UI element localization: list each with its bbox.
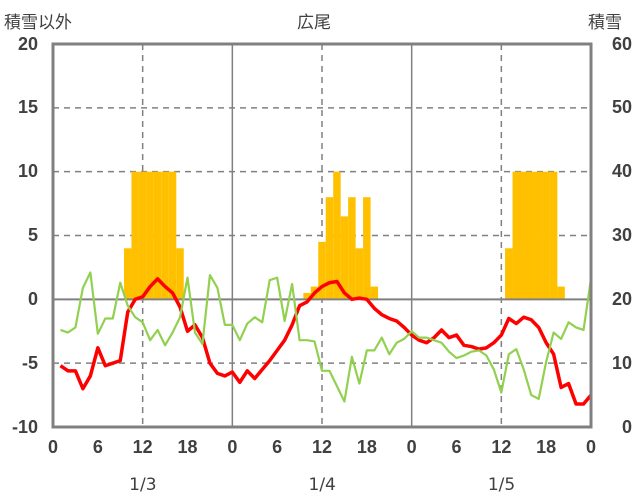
right-tick-label: 50 <box>612 97 633 118</box>
x-tick-label: 0 <box>586 436 597 457</box>
left-axis-label: 積雪以外 <box>4 13 72 33</box>
snow-bar <box>542 171 550 300</box>
snow-bar <box>512 171 521 300</box>
snow-bars <box>123 171 565 300</box>
x-tick-label: 0 <box>48 436 59 457</box>
left-tick-label: -10 <box>12 416 39 437</box>
right-tick-label: 0 <box>622 416 633 437</box>
chart-title: 広尾 <box>297 13 331 33</box>
right-tick-label: 20 <box>612 288 633 309</box>
left-tick-label: 5 <box>28 225 39 245</box>
x-tick-label: 6 <box>451 436 462 457</box>
snow-bar <box>325 197 334 300</box>
day-label: 1/4 <box>308 475 336 495</box>
snow-bar <box>370 286 379 300</box>
x-tick-label: 12 <box>132 436 153 457</box>
snow-bar <box>348 197 356 300</box>
snow-bar <box>138 171 147 300</box>
x-tick-label: 0 <box>406 436 417 457</box>
day-label: 1/5 <box>487 475 516 495</box>
x-tick-label: 12 <box>491 436 512 457</box>
snow-bar <box>168 171 177 300</box>
snow-bar <box>146 171 154 300</box>
day-label: 1/3 <box>129 475 157 495</box>
right-tick-label: 30 <box>612 225 633 245</box>
green-series-line <box>60 271 593 403</box>
snow-bar <box>355 248 364 300</box>
snow-bar <box>123 248 132 300</box>
left-tick-label: -5 <box>22 352 39 373</box>
x-tick-label: 18 <box>356 436 377 457</box>
left-tick-label: 0 <box>28 288 39 309</box>
snow-bar <box>534 171 543 300</box>
x-tick-label: 12 <box>312 436 333 457</box>
snow-bar <box>333 171 341 300</box>
x-tick-label: 0 <box>227 436 238 457</box>
right-axis-label: 積雪 <box>588 13 622 33</box>
snow-bar <box>176 248 184 300</box>
plot-frame <box>51 42 593 429</box>
snow-bar <box>318 241 326 300</box>
left-tick-label: 20 <box>18 33 39 54</box>
snow-bar <box>161 171 169 300</box>
snow-bar <box>549 171 558 300</box>
right-tick-label: 40 <box>612 161 633 182</box>
snow-bar <box>557 286 565 300</box>
x-tick-label: 6 <box>92 436 103 457</box>
right-tick-label: 60 <box>612 33 633 54</box>
left-tick-label: 15 <box>18 97 39 118</box>
snow-bar <box>363 197 371 300</box>
x-tick-label: 6 <box>272 436 283 457</box>
snow-bar <box>527 171 535 300</box>
right-tick-label: 10 <box>612 352 633 373</box>
snow-bar <box>153 171 162 300</box>
snow-bar <box>340 216 349 300</box>
snow-bar <box>131 171 139 300</box>
left-tick-label: 10 <box>18 161 39 182</box>
x-tick-label: 18 <box>177 436 198 457</box>
x-tick-label: 18 <box>536 436 557 457</box>
snow-bar <box>505 248 513 300</box>
snow-bar <box>520 171 528 300</box>
red-series-line <box>59 277 593 406</box>
snow-bar <box>303 292 311 300</box>
